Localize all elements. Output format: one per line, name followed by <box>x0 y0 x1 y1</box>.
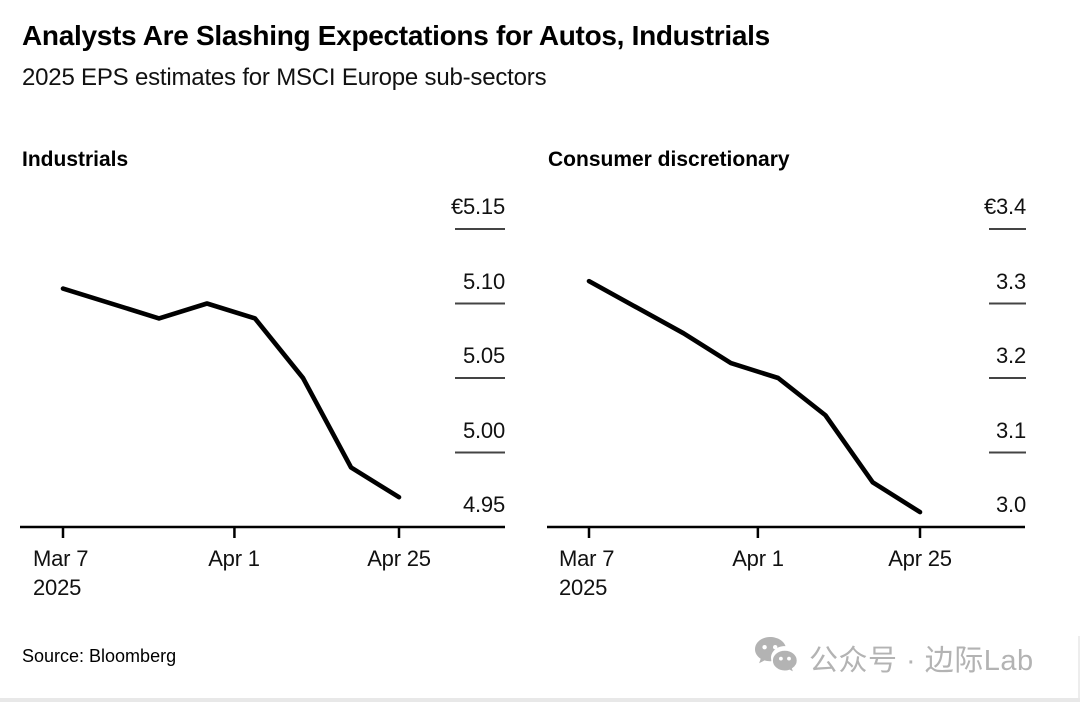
source-text: Source: Bloomberg <box>22 646 177 666</box>
y-axis-label: 4.95 <box>462 492 505 517</box>
y-axis-label: 3.2 <box>996 343 1026 368</box>
wechat-icon <box>752 635 800 680</box>
y-axis-label: €3.4 <box>983 194 1026 219</box>
watermark-text: 公众号 · 边际Lab <box>809 644 1034 677</box>
x-axis-label: Apr 1 <box>732 546 784 571</box>
watermark: 公众号 · 边际Lab <box>752 635 1034 680</box>
page-title: Analysts Are Slashing Expectations for A… <box>22 20 770 51</box>
y-axis-label: €5.15 <box>450 194 505 219</box>
y-axis-label: 5.00 <box>462 418 505 443</box>
x-axis-label: Mar 7 <box>33 546 89 571</box>
chart-title-industrials: Industrials <box>22 148 129 171</box>
x-axis-label: Mar 7 <box>559 546 615 571</box>
y-axis-label: 3.0 <box>996 492 1026 517</box>
series-line <box>586 278 923 515</box>
x-axis-label-group: Mar 7 2025 <box>559 544 614 602</box>
bottom-edge-divider <box>0 698 1080 702</box>
y-axis-label: 3.1 <box>996 418 1026 443</box>
x-axis-year-label: 2025 <box>559 575 608 600</box>
x-axis-label: Apr 1 <box>208 546 260 571</box>
right-edge-divider <box>1078 636 1080 698</box>
y-axis-label: 3.3 <box>996 269 1026 294</box>
x-axis-label-group: Mar 7 2025 <box>33 544 88 602</box>
y-axis-label: 5.10 <box>462 269 505 294</box>
x-axis-label: Apr 25 <box>888 546 952 571</box>
x-axis-year-label: 2025 <box>33 575 82 600</box>
page-subtitle: 2025 EPS estimates for MSCI Europe sub-s… <box>22 64 547 91</box>
chart-title-consumer-discretionary: Consumer discretionary <box>548 148 790 171</box>
y-axis-label: 5.05 <box>462 343 505 368</box>
series-line <box>60 286 402 500</box>
x-axis-label: Apr 25 <box>367 546 431 571</box>
